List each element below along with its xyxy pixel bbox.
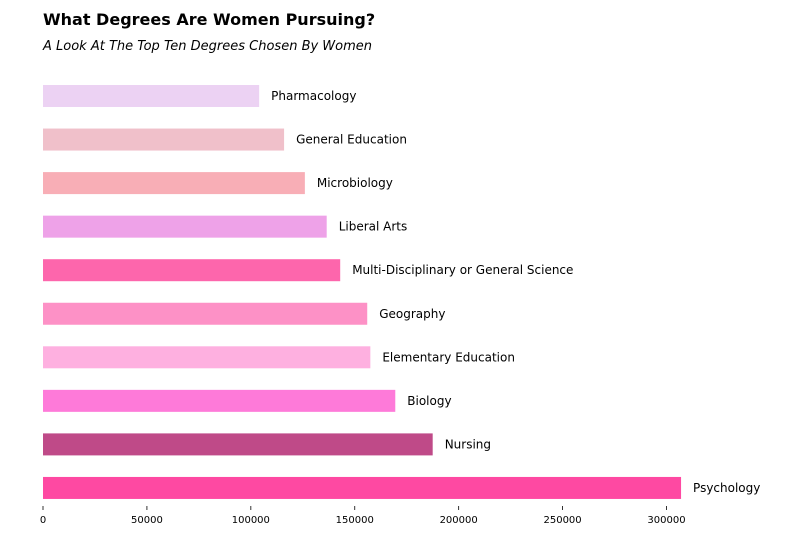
x-tick-label: 300000 — [647, 515, 685, 526]
bar-liberal-arts — [43, 215, 327, 238]
bar-label: Pharmacology — [271, 89, 356, 103]
bar-label: Microbiology — [317, 176, 393, 190]
x-tick-label: 250000 — [543, 515, 581, 526]
bar-label: Multi-Disciplinary or General Science — [352, 263, 573, 277]
bar-biology — [43, 389, 396, 412]
chart-subtitle: A Look At The Top Ten Degrees Chosen By … — [43, 39, 373, 54]
x-tick-label: 150000 — [336, 515, 374, 526]
bar-label: Liberal Arts — [339, 220, 408, 234]
bar-label: Elementary Education — [382, 350, 515, 364]
x-tick-label: 0 — [40, 515, 46, 526]
bar-geography — [43, 302, 368, 325]
bars-group — [43, 85, 682, 499]
bar-labels-group: Pharmacology General Education Microbiolog… — [271, 89, 760, 495]
bar-microbiology — [43, 172, 305, 195]
x-axis-ticks: 0 50000 100000 150000 200000 250000 300000 — [40, 506, 686, 526]
bar-label: Nursing — [445, 437, 491, 451]
x-tick-label: 50000 — [131, 515, 163, 526]
bar-label: Geography — [379, 307, 445, 321]
x-tick-label: 100000 — [232, 515, 270, 526]
bar-label: Psychology — [693, 481, 760, 495]
x-tick-label: 200000 — [440, 515, 478, 526]
bar-label: General Education — [296, 133, 407, 147]
bar-multi-disciplinary-or-general-science — [43, 259, 341, 282]
chart-title: What Degrees Are Women Pursuing? — [43, 10, 376, 29]
bar-label: Biology — [407, 394, 451, 408]
bar-elementary-education — [43, 346, 371, 369]
bar-pharmacology — [43, 85, 260, 107]
bar-psychology — [43, 476, 682, 499]
bar-nursing — [43, 433, 433, 456]
bar-general-education — [43, 128, 285, 151]
